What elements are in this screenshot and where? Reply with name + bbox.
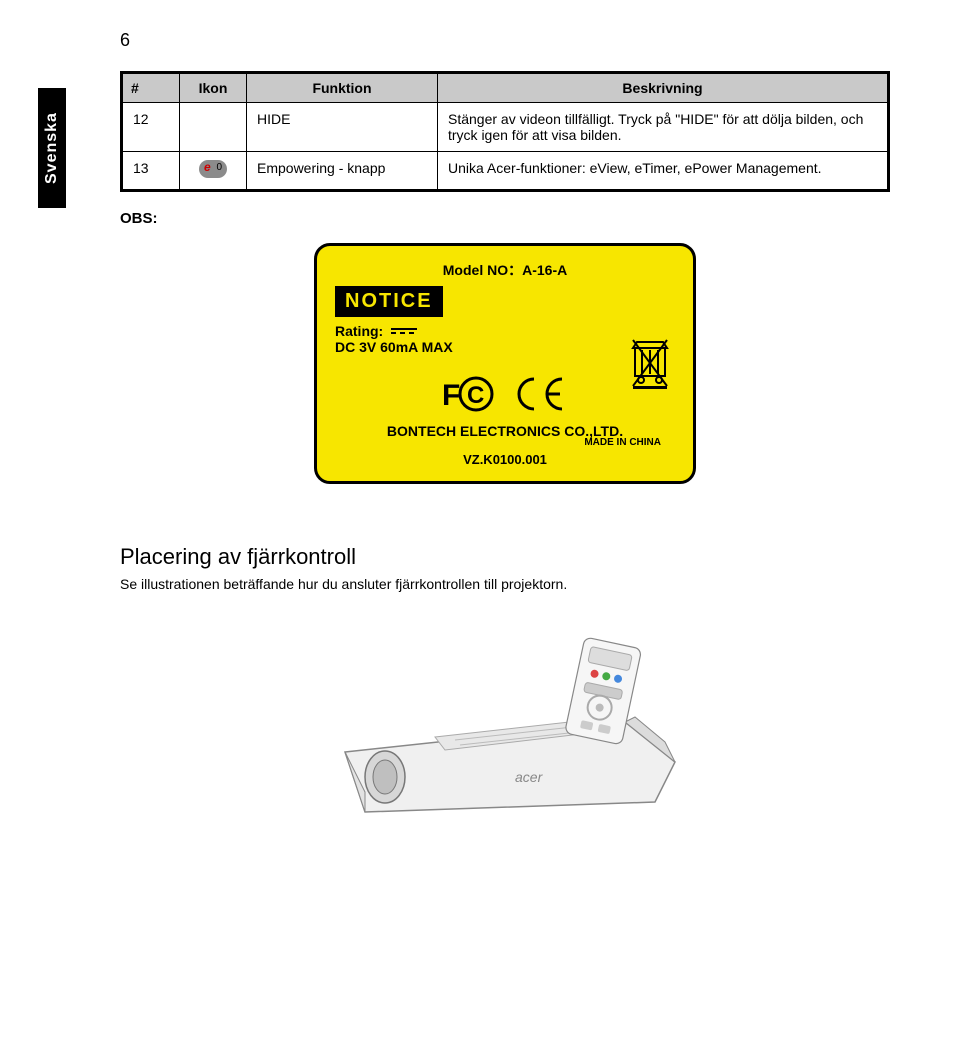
- label-code: VZ.K0100.001: [335, 452, 675, 467]
- projector-illustration-wrap: acer: [120, 622, 890, 822]
- cell-icon: [180, 103, 247, 152]
- cell-func: HIDE: [247, 103, 438, 152]
- dc-text: DC 3V 60mA MAX: [335, 339, 675, 355]
- th-desc: Beskrivning: [438, 73, 889, 103]
- section-heading: Placering av fjärrkontroll: [120, 544, 890, 570]
- function-table: # Ikon Funktion Beskrivning 12 HIDE Stän…: [120, 71, 890, 192]
- svg-text:F: F: [442, 379, 460, 412]
- cell-func: Empowering - knapp: [247, 152, 438, 191]
- projector-illustration: acer: [305, 622, 705, 822]
- section-paragraph: Se illustrationen beträffande hur du ans…: [120, 576, 890, 592]
- fcc-icon: F C: [442, 375, 496, 413]
- dc-symbol-icon: [391, 328, 417, 334]
- cell-num: 12: [122, 103, 180, 152]
- th-num: #: [122, 73, 180, 103]
- compliance-label-wrap: Model NO：A-16-A NOTICE Rating: DC 3V 60m…: [120, 243, 890, 484]
- th-icon: Ikon: [180, 73, 247, 103]
- rating-row: Rating:: [335, 323, 675, 339]
- side-language-tab: Svenska: [38, 88, 66, 208]
- label-model: Model NO：A-16-A: [335, 260, 675, 280]
- notice-badge: NOTICE: [335, 286, 443, 317]
- cert-row: F C: [335, 375, 675, 413]
- svg-text:C: C: [467, 382, 484, 409]
- cell-desc: Unika Acer-funktioner: eView, eTimer, eP…: [438, 152, 889, 191]
- page-number: 6: [120, 30, 890, 51]
- compliance-label: Model NO：A-16-A NOTICE Rating: DC 3V 60m…: [314, 243, 696, 484]
- svg-text:acer: acer: [515, 769, 544, 785]
- empower-icon: [199, 160, 227, 178]
- cell-icon: [180, 152, 247, 191]
- weee-bin-icon: [629, 338, 671, 390]
- rating-text: Rating:: [335, 323, 383, 339]
- cell-num: 13: [122, 152, 180, 191]
- obs-label: OBS:: [120, 210, 890, 227]
- table-row: 13 Empowering - knapp Unika Acer-funktio…: [122, 152, 889, 191]
- ce-icon: [514, 375, 568, 413]
- th-func: Funktion: [247, 73, 438, 103]
- cell-desc: Stänger av videon tillfälligt. Tryck på …: [438, 103, 889, 152]
- page-container: 6 # Ikon Funktion Beskrivning 12 HIDE St…: [0, 0, 960, 852]
- table-row: 12 HIDE Stänger av videon tillfälligt. T…: [122, 103, 889, 152]
- table-header-row: # Ikon Funktion Beskrivning: [122, 73, 889, 103]
